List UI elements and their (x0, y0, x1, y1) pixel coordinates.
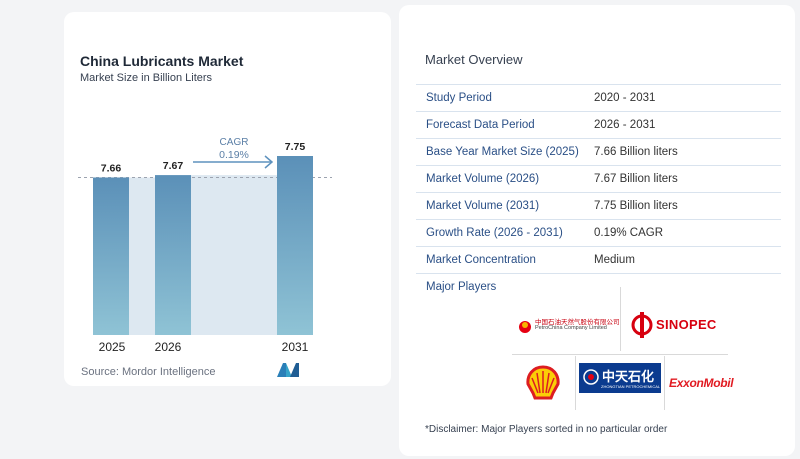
zhongtian-logo: 中天石化 ZHONGTIAN PETROCHEMICAL (579, 363, 661, 393)
chart-card: China Lubricants Market Market Size in B… (64, 12, 391, 386)
row-label: Market Volume (2026) (426, 173, 540, 185)
petrochina-cn-name: 中国石油天然气股份有限公司 (535, 319, 620, 326)
exxonmobil-logo: ExxonMobil (669, 375, 734, 393)
x-tick-2025: 2025 (99, 340, 126, 354)
row-label: Market Volume (2031) (426, 200, 540, 212)
row-value: 2020 - 2031 (594, 92, 656, 104)
source-note: Source: Mordor Intelligence (81, 366, 216, 378)
row-value: Medium (594, 254, 635, 266)
data-label-2026: 7.67 (163, 160, 184, 172)
overview-row-volume-2031: Market Volume (2031) 7.75 Billion liters (416, 192, 781, 219)
shell-logo (525, 365, 561, 401)
chart-title: China Lubricants Market (80, 53, 244, 69)
zhongtian-emblem-icon (583, 369, 599, 385)
overview-row-forecast-period: Forecast Data Period 2026 - 2031 (416, 111, 781, 138)
chart-subtitle: Market Size in Billion Liters (80, 72, 213, 84)
row-label: Forecast Data Period (426, 119, 535, 131)
zhongtian-en-name: ZHONGTIAN PETROCHEMICAL (601, 384, 661, 389)
disclaimer-note: *Disclaimer: Major Players sorted in no … (425, 424, 668, 435)
bar-2025 (93, 177, 129, 335)
logo-grid-divider (620, 287, 621, 351)
exxonmobil-wordmark: ExxonMobil (669, 376, 734, 390)
row-value: 7.66 Billion liters (594, 146, 678, 158)
bar-2026 (155, 175, 191, 335)
gap-band (129, 177, 155, 335)
sinopec-logo: SINOPEC (631, 308, 731, 342)
overview-row-volume-2026: Market Volume (2026) 7.67 Billion liters (416, 165, 781, 192)
row-value: 0.19% CAGR (594, 227, 664, 239)
market-overview-card: Market Overview Study Period 2020 - 2031… (399, 5, 795, 456)
shell-pecten-icon (526, 365, 560, 400)
logo-grid-divider (575, 356, 576, 410)
petrochina-en-name: PetroChina Company Limited (535, 325, 607, 331)
data-label-2031: 7.75 (285, 141, 306, 153)
cagr-value: 0.19% (219, 149, 249, 161)
row-label: Growth Rate (2026 - 2031) (426, 227, 563, 239)
overview-row-base-year: Base Year Market Size (2025) 7.66 Billio… (416, 138, 781, 165)
sinopec-emblem-icon (631, 312, 653, 338)
cagr-gap-band (191, 175, 277, 335)
bar-2031 (277, 156, 313, 335)
row-label: Base Year Market Size (2025) (426, 146, 579, 158)
logo-grid-divider (512, 354, 728, 355)
row-value: 7.75 Billion liters (594, 200, 678, 212)
row-label: Market Concentration (426, 254, 536, 266)
x-tick-2026: 2026 (155, 340, 182, 354)
overview-row-major-players: Major Players (416, 273, 781, 403)
overview-row-study-period: Study Period 2020 - 2031 (416, 84, 781, 111)
petrochina-flower-icon (519, 321, 531, 333)
zhongtian-cn-name: 中天石化 (602, 369, 655, 384)
cagr-label: CAGR (220, 137, 249, 148)
row-label: Major Players (426, 281, 497, 293)
sinopec-wordmark: SINOPEC (656, 317, 717, 332)
logo-grid-divider (664, 356, 665, 410)
cagr-arrow-head (264, 155, 274, 169)
row-label: Study Period (426, 92, 492, 104)
mordor-intelligence-logo (277, 363, 299, 377)
petrochina-logo: 中国石油天然气股份有限公司 PetroChina Company Limited (517, 314, 620, 336)
overview-row-concentration: Market Concentration Medium (416, 246, 781, 273)
row-value: 2026 - 2031 (594, 119, 656, 131)
row-value: 7.67 Billion liters (594, 173, 678, 185)
data-label-2025: 7.66 (101, 162, 122, 174)
x-tick-2031: 2031 (282, 340, 309, 354)
overview-title: Market Overview (425, 52, 523, 67)
overview-row-growth-rate: Growth Rate (2026 - 2031) 0.19% CAGR (416, 219, 781, 246)
